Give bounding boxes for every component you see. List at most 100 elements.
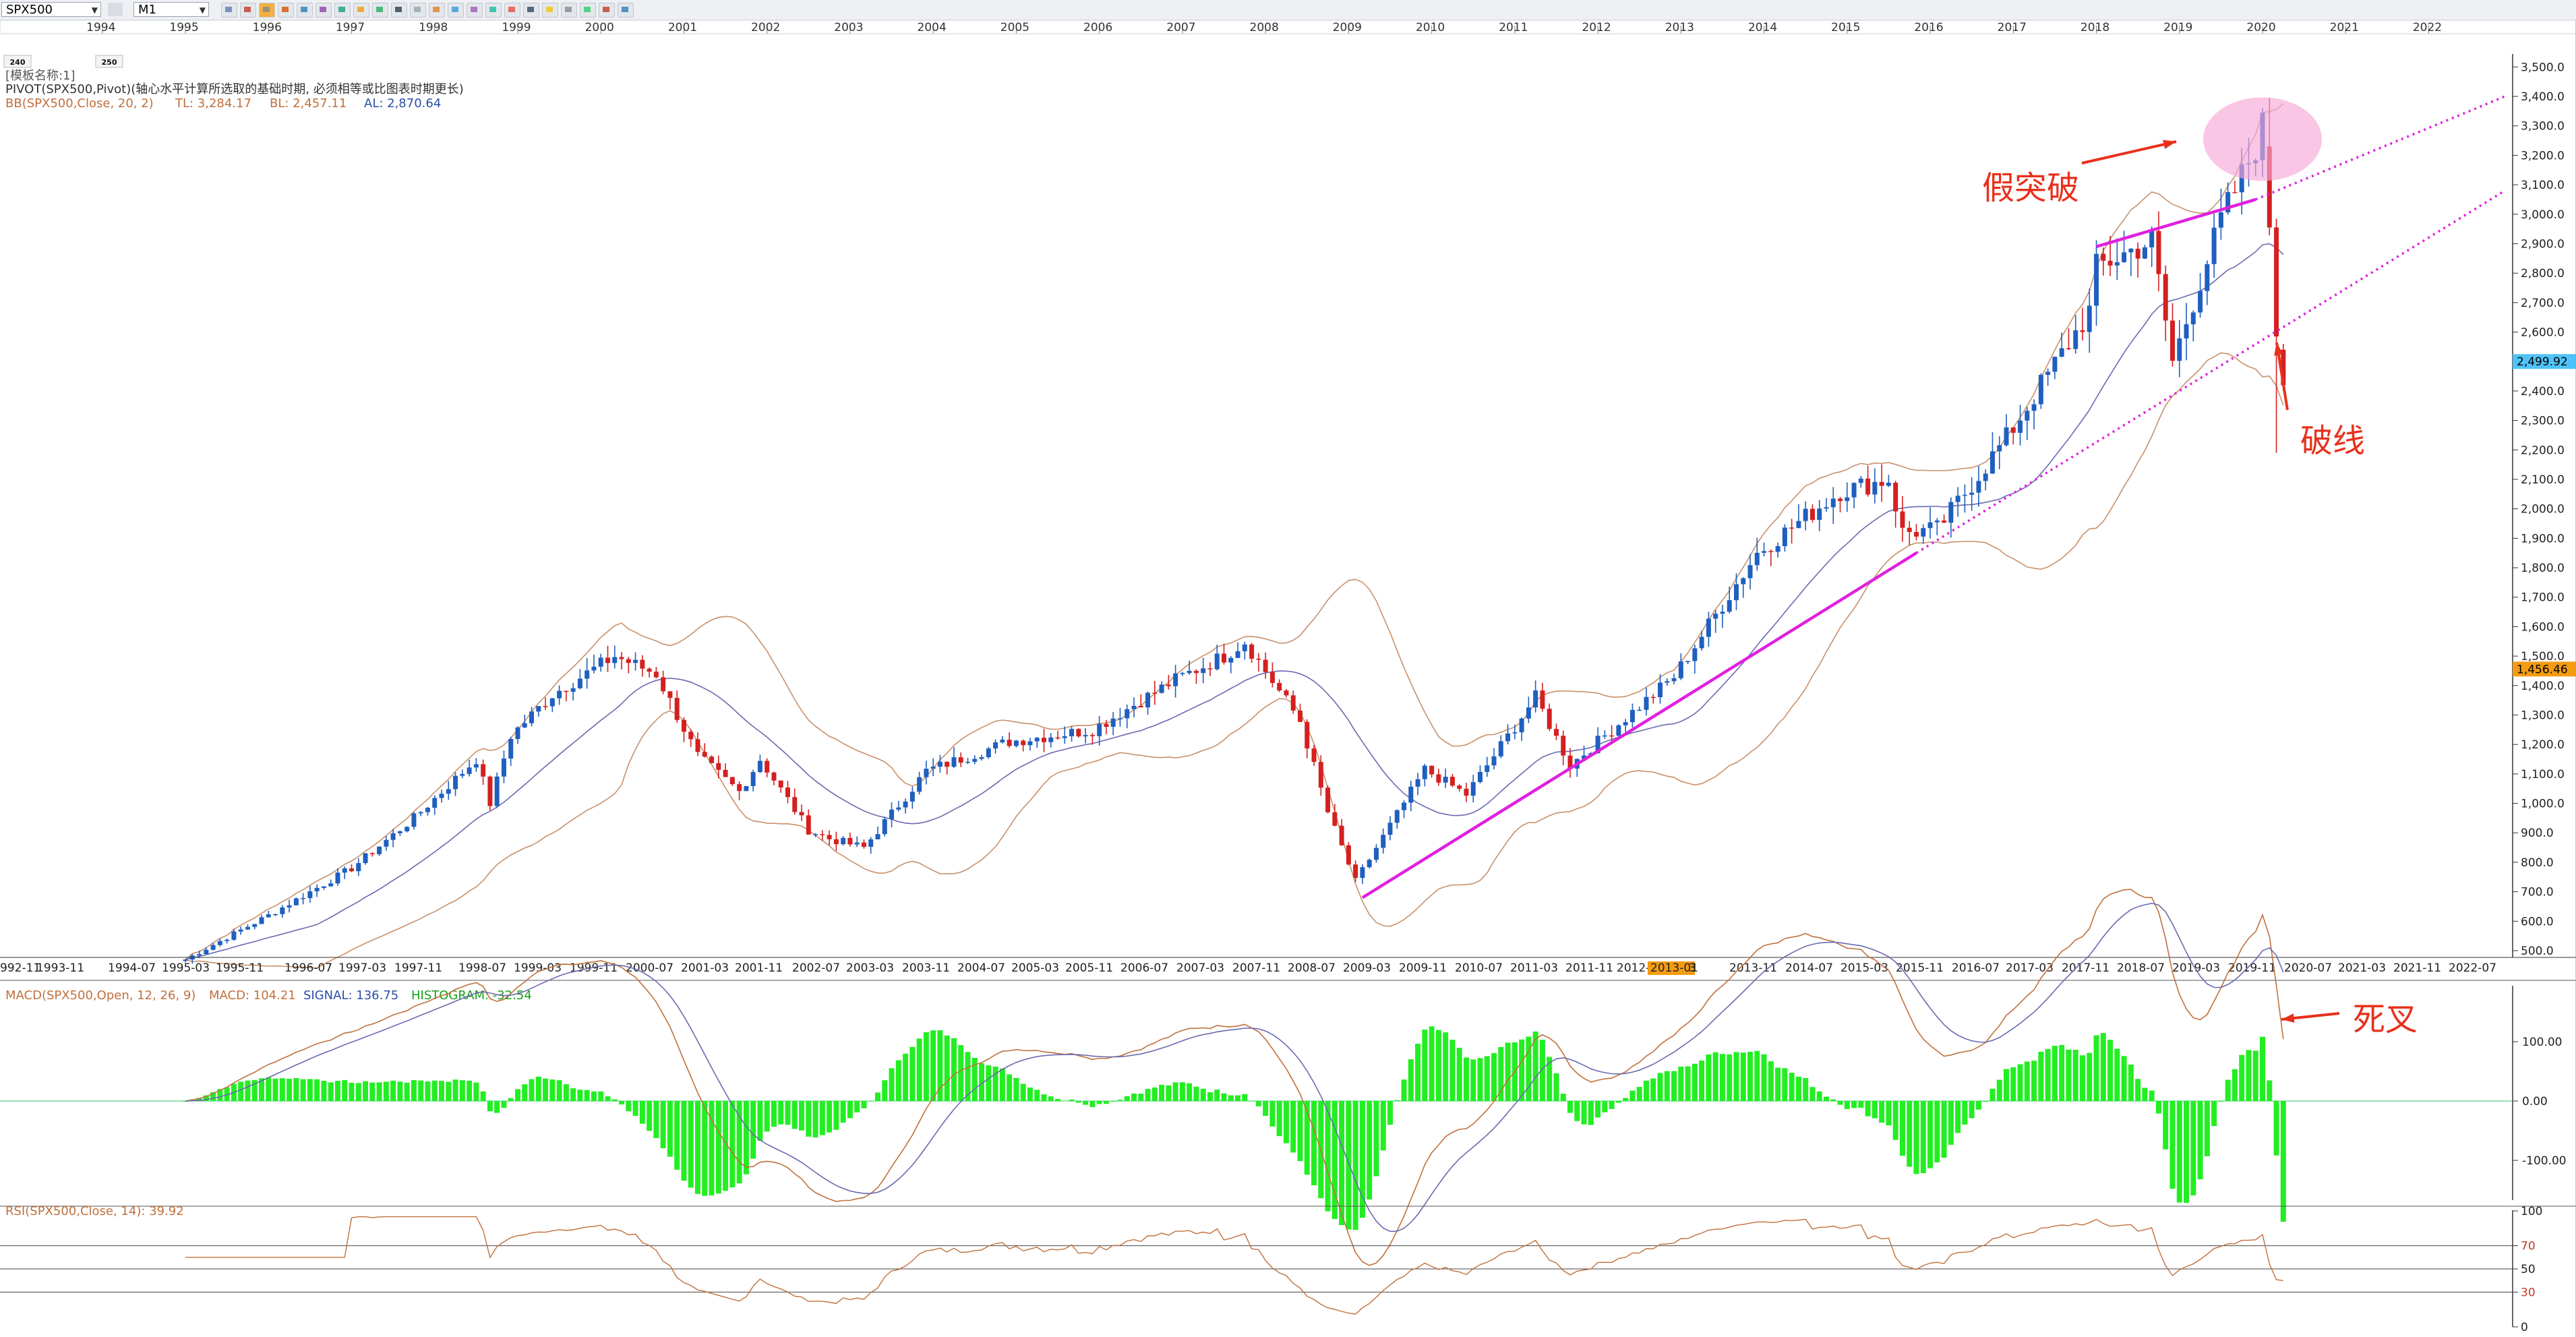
toolbar-icon[interactable] [429,3,445,18]
candle-body [1782,527,1787,547]
candle-body [1332,812,1338,826]
candle-body [405,827,410,831]
macd-histogram-bar [1920,1101,1926,1174]
macd-histogram-bar [1602,1101,1608,1112]
macd-histogram-bar [909,1046,916,1101]
toolbar-icon[interactable] [259,3,275,18]
toolbar-icon[interactable] [448,3,464,18]
flag-icon[interactable] [108,3,123,16]
macd-histogram-bar [916,1038,922,1101]
toolbar-icon[interactable] [523,3,539,18]
macd-histogram-bar [349,1082,355,1101]
macd-histogram-bar [674,1101,680,1170]
macd-histogram-bar [605,1096,611,1101]
price-tick-label: 2,600.0 [2521,326,2565,340]
year-label: 1995 [169,21,198,34]
candle-body [1387,823,1393,835]
macd-histogram-bar [1228,1095,1234,1101]
price-tick-label: 3,200.0 [2521,149,2565,162]
toolbar-icon[interactable] [618,3,634,18]
toolbar-icon[interactable] [410,3,426,18]
toolbar-icon[interactable] [504,3,520,18]
macd-histogram-bar [1962,1101,1968,1125]
candle-body [314,887,320,891]
candle-body [1373,848,1379,860]
toolbar-icon[interactable] [221,3,237,18]
candle-body [2059,348,2064,357]
candle-body [1768,551,1774,552]
toolbar-icon[interactable] [372,3,388,18]
toolbar-icon[interactable] [485,3,502,18]
macd-histogram-bar [279,1078,285,1101]
toolbar-icon[interactable] [297,3,313,18]
toolbar-icon[interactable] [278,3,294,18]
price-tick-label: 600.0 [2521,915,2554,928]
candle-body [2198,291,2203,313]
candle-body [287,905,292,908]
toolbar-icon[interactable] [316,3,332,18]
top-highlight-circle [2203,97,2323,181]
date-label: 1996-07 [284,961,332,975]
macd-histogram-bar [300,1079,306,1101]
macd-histogram-bar [1062,1100,1068,1102]
macd-histogram-bar [2004,1069,2010,1101]
candle-body [1297,710,1302,722]
toolbar-icon[interactable] [391,3,407,18]
candle-body [1485,765,1490,772]
candle-body [833,839,839,845]
macd-histogram-bar [695,1101,700,1194]
candle-body [1207,668,1213,670]
price-tick-label: 1,400.0 [2521,680,2565,693]
toolbar-icon[interactable] [467,3,483,18]
macd-histogram-bar [1477,1058,1483,1101]
macd-histogram-bar [376,1082,382,1101]
price-tick-label: 3,300.0 [2521,120,2565,133]
macd-histogram-bar [632,1101,638,1117]
candle-body [1658,682,1663,697]
candle-body [1595,736,1600,754]
macd-histogram-bar [196,1098,202,1101]
toolbar-icon[interactable] [561,3,577,18]
candle-body [799,812,804,816]
candle-body [1457,785,1462,789]
macd-histogram-bar [1712,1052,1718,1101]
candle-body [1706,618,1711,637]
candle-body [1720,612,1725,614]
macd-histogram-bar [1096,1101,1102,1104]
toolbar-icon[interactable] [353,3,369,18]
candle-body [1269,672,1275,683]
candle-body [293,898,299,905]
toolbar-icon[interactable] [580,3,596,18]
macd-histogram-bar [508,1098,514,1101]
candle-body [1193,670,1199,674]
candle-body [1222,653,1227,663]
macd-histogram-bar [1844,1101,1850,1109]
macd-histogram-bar [439,1081,445,1101]
macd-histogram-bar [1470,1059,1476,1101]
candle-body [924,769,929,777]
candle-body [1762,551,1767,553]
candle-body [473,764,479,768]
candle-body [1436,774,1441,783]
candle-body [640,659,645,669]
candle-body [1962,494,1967,496]
candle-body [702,752,707,757]
timeframe-select[interactable]: M1 ▼ [133,2,209,17]
trendline-resistance [2095,198,2256,248]
macd-histogram-bar [314,1079,320,1101]
candle-body [1989,451,1995,474]
candle-body [2225,191,2231,212]
macd-histogram-bar [1221,1093,1227,1101]
toolbar-icon[interactable] [542,3,558,18]
year-label: 2018 [2080,21,2109,34]
candle-body [709,756,715,763]
toolbar-icon[interactable] [599,3,615,18]
toolbar-icon[interactable] [240,3,256,18]
macd-histogram-bar [1429,1026,1435,1101]
symbol-select[interactable]: SPX500 ▼ [1,2,101,17]
macd-histogram-bar [1768,1061,1774,1101]
macd-histogram-bar [258,1078,264,1101]
toolbar-icon[interactable] [334,3,351,18]
macd-histogram-bar [2218,1101,2224,1102]
